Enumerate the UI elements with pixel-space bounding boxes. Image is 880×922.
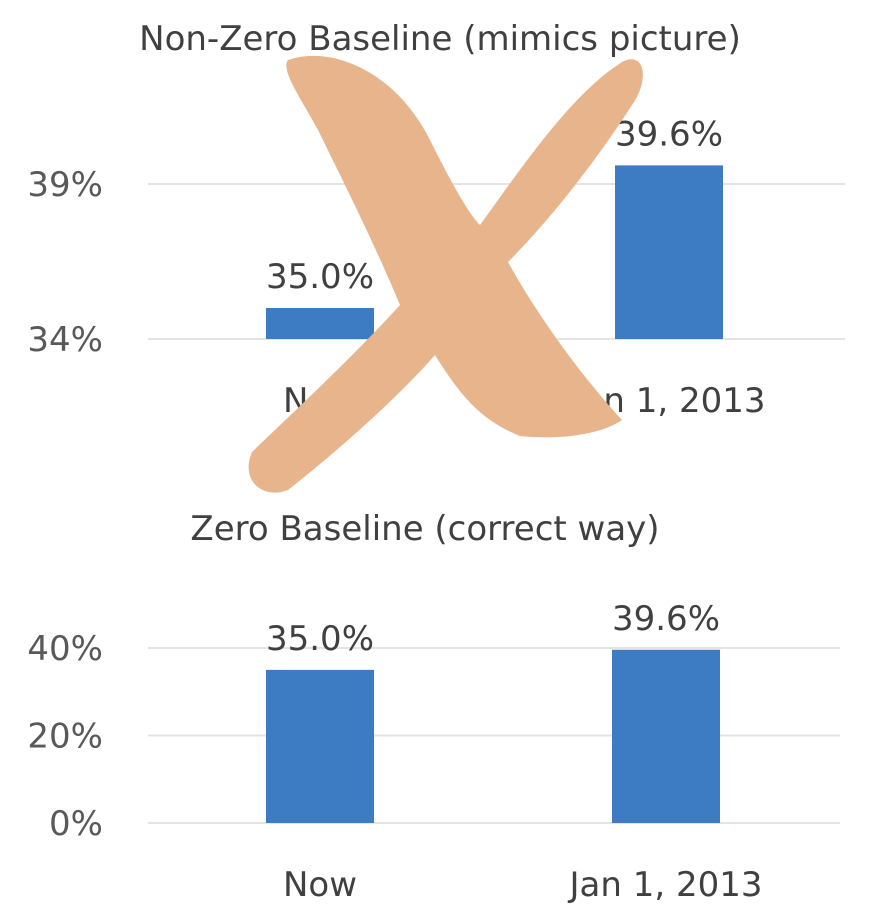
chart-1-title: Non-Zero Baseline (mimics picture)	[139, 19, 741, 59]
data-label: 35.0%	[266, 257, 374, 297]
bar	[615, 165, 723, 339]
non-zero-baseline-chart: Non-Zero Baseline (mimics picture) 34% 39…	[27, 19, 845, 421]
y-tick-label: 20%	[27, 717, 103, 757]
y-tick-label: 39%	[27, 165, 103, 205]
x-tick-label: Jan 1, 2013	[568, 865, 763, 905]
x-mark-icon	[248, 55, 643, 493]
y-tick-label: 34%	[27, 320, 103, 360]
y-tick-label: 0%	[49, 804, 103, 844]
chart-2-title: Zero Baseline (correct way)	[190, 509, 659, 549]
bar	[266, 308, 374, 339]
x-tick-label: Now	[283, 865, 357, 905]
zero-baseline-chart: Zero Baseline (correct way) 0% 20% 40% 35.…	[27, 509, 840, 905]
data-label: 35.0%	[266, 619, 374, 659]
y-tick-label: 40%	[27, 629, 103, 669]
data-label: 39.6%	[615, 114, 723, 154]
bar	[612, 649, 720, 823]
data-label: 39.6%	[612, 599, 720, 639]
bar	[266, 669, 374, 823]
